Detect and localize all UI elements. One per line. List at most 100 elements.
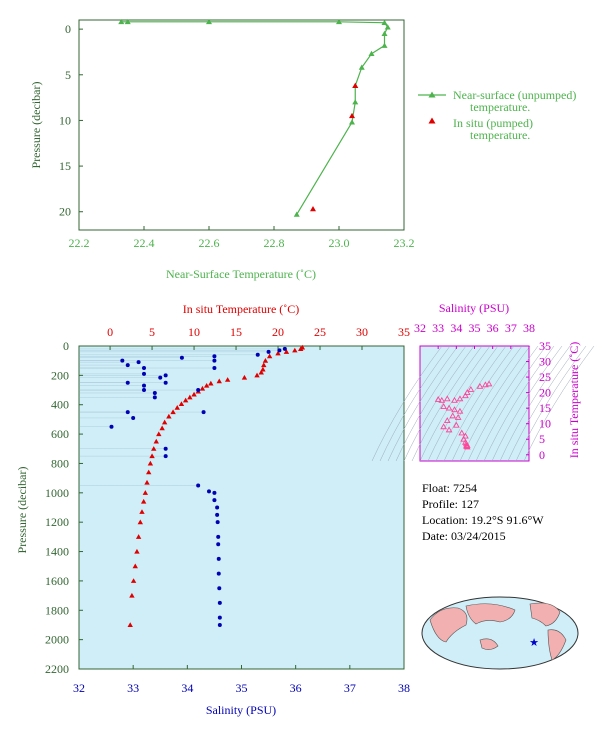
ts-x-tick-label: 35: [469, 321, 481, 335]
salinity-point: [163, 446, 168, 451]
ts-point: [482, 381, 489, 388]
pressure-tick-label: 200: [51, 368, 69, 382]
salinity-point: [217, 622, 222, 627]
salinity-point: [196, 388, 201, 393]
top-x-tick-label: 23.0: [329, 236, 350, 250]
ts-density-contour: [451, 345, 523, 462]
pressure-tick-label: 400: [51, 398, 69, 412]
temperature-point: [144, 479, 150, 485]
salinity-point: [207, 489, 211, 494]
top-x-tick-label: 22.4: [134, 236, 155, 250]
salinity-point: [277, 348, 282, 353]
temperature-point: [147, 460, 154, 466]
profile-series: [109, 344, 306, 627]
temperature-point: [156, 431, 162, 437]
ts-point: [445, 404, 453, 411]
float-location: Location: 19.2°S 91.6°W: [422, 513, 544, 527]
temperature-axis-label: In situ Temperature (˚C): [183, 302, 300, 316]
ts-density-contour: [507, 345, 579, 462]
salinity-point: [266, 349, 271, 354]
top-x-ticks: 22.2 22.4 22.6 22.8 23.0 23.2: [69, 226, 415, 250]
temperature-point: [261, 362, 267, 368]
ts-point: [485, 380, 493, 387]
ts-x-tick-label: 38: [523, 321, 535, 335]
temperature-point: [254, 372, 260, 378]
unpumped-temperature-point: [124, 18, 131, 25]
ts-density-contour: [395, 345, 467, 462]
ts-point: [456, 407, 464, 414]
ts-point: [463, 389, 471, 396]
pumped-temperature-point: [349, 112, 355, 119]
legend-label-unpumped-1: Near-surface (unpumped): [453, 88, 576, 102]
top-plot-frame: [78, 19, 405, 231]
map-land-asia: [465, 603, 516, 625]
ts-point: [460, 435, 467, 442]
salinity-point: [217, 600, 222, 605]
float-location-star-icon: ★: [529, 637, 539, 649]
temperature-point: [127, 622, 133, 627]
temperature-tick-label: 5: [149, 325, 155, 339]
profile-guide-lines: [79, 348, 285, 486]
pressure-y-ticks: 0 200 400 600 800 1000 1200 1400 1600 1800 2000 220…: [45, 339, 83, 676]
temperature-point: [182, 397, 189, 403]
ts-density-contour: [523, 345, 595, 462]
ts-x-tick-label: 34: [450, 321, 462, 335]
top-y-tick-label: 0: [65, 22, 71, 36]
top-y-tick-label: 15: [59, 159, 71, 173]
pressure-tick-label: 2000: [45, 633, 69, 647]
ts-x-tick-label: 32: [414, 321, 426, 335]
salinity-point: [217, 586, 222, 591]
salinity-point: [125, 363, 130, 368]
top-x-tick-label: 22.8: [264, 236, 285, 250]
temperature-tick-label: 30: [356, 325, 368, 339]
salinity-point: [215, 520, 220, 525]
ts-density-contour: [379, 345, 451, 462]
salinity-point: [216, 534, 221, 539]
ts-density-contour: [483, 345, 555, 462]
top-y-ticks: 0 5 10 15 20: [59, 22, 83, 219]
ts-point: [462, 392, 469, 399]
pumped-temperature-point: [352, 82, 359, 88]
ts-point: [463, 441, 471, 448]
ts-y-tick-label: 0: [539, 448, 545, 462]
pressure-axis-label: Pressure (decibar): [15, 467, 29, 554]
ts-point: [451, 396, 458, 403]
temperature-point: [298, 346, 304, 351]
unpumped-temperature-point: [381, 42, 388, 48]
ts-point: [449, 412, 457, 419]
top-legend: Near-surface (unpumped) temperature. In …: [418, 88, 576, 142]
unpumped-temperature-point: [206, 18, 212, 25]
salinity-point: [212, 358, 217, 363]
temperature-point: [275, 350, 281, 356]
temperature-point: [130, 578, 137, 583]
salinity-point: [212, 366, 217, 371]
temperature-point: [258, 369, 264, 375]
temperature-point: [224, 377, 231, 382]
salinity-point: [216, 542, 221, 547]
pressure-tick-label: 1200: [45, 515, 69, 529]
salinity-point: [125, 380, 130, 385]
profile-chart: 32 33 34 35 36 37 38 0 5 10 15 20 25 30 35 0 200 400 600…: [15, 302, 410, 717]
map-land-north-america: [529, 602, 561, 627]
temperature-point: [191, 391, 197, 397]
temperature-point: [146, 469, 152, 475]
float-info: Float: 7254 Profile: 127 Location: 19.2°…: [422, 480, 544, 544]
salinity-tick-label: 33: [127, 681, 139, 695]
temperature-tick-label: 35: [398, 325, 410, 339]
salinity-point: [282, 346, 287, 351]
unpumped-temperature-point: [358, 64, 365, 70]
salinity-axis-label: Salinity (PSU): [206, 703, 276, 717]
salinity-point: [125, 410, 130, 415]
salinity-point: [212, 354, 217, 359]
salinity-point: [196, 483, 201, 488]
salinity-point: [216, 571, 221, 576]
temperature-point: [266, 353, 273, 359]
top-x-tick-label: 23.2: [394, 236, 415, 250]
pressure-tick-label: 2200: [45, 662, 69, 676]
profile-plot-frame: [78, 345, 405, 670]
temperature-point: [140, 498, 147, 504]
ts-point: [463, 443, 471, 450]
temperature-point: [142, 490, 149, 495]
